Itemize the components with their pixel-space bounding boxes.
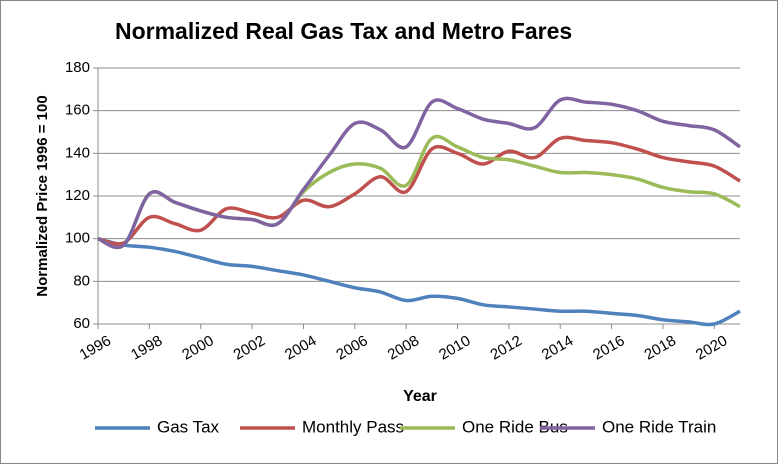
y-tick-label: 160 <box>65 102 90 119</box>
y-tick-label: 140 <box>65 144 90 161</box>
legend-label: Gas Tax <box>157 417 220 436</box>
chart-title: Normalized Real Gas Tax and Metro Fares <box>115 18 572 44</box>
y-tick-label: 100 <box>65 230 90 247</box>
x-axis-label: Year <box>403 388 437 405</box>
y-tick-label: 60 <box>73 315 90 332</box>
y-tick-label: 180 <box>65 59 90 76</box>
legend-label: Monthly Pass <box>302 417 404 436</box>
legend-label: One Ride Bus <box>462 417 568 436</box>
series-line <box>97 236 741 327</box>
y-tick-label: 80 <box>73 272 90 289</box>
legend-label: One Ride Train <box>602 417 716 436</box>
series-line <box>97 135 741 246</box>
y-axis-label: Normalized Price 1996 = 100 <box>34 95 51 296</box>
series-line <box>97 96 741 250</box>
y-tick-label: 120 <box>65 187 90 204</box>
